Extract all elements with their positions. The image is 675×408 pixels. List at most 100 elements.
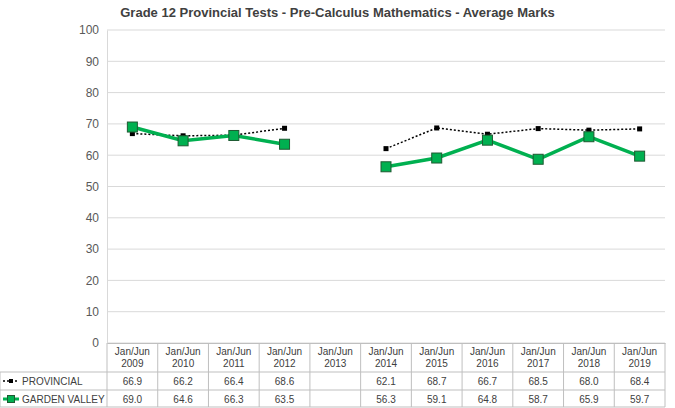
y-tick: 30 [86, 242, 107, 256]
grid-line [107, 92, 665, 93]
table-value: 64.8 [478, 394, 498, 405]
y-tick-label: 80 [86, 86, 100, 100]
x-tick: Jan/Jun2009 [115, 343, 150, 369]
grid-line [107, 280, 665, 281]
x-tick-label: Jan/Jun2018 [571, 346, 606, 369]
grid-line [107, 61, 665, 62]
table-value: 66.4 [224, 376, 244, 387]
table-value: 66.2 [173, 376, 193, 387]
table-line [512, 343, 513, 407]
table-line [462, 343, 463, 407]
plot-area [127, 122, 644, 172]
grid-line [107, 343, 665, 344]
x-tick: Jan/Jun2014 [368, 343, 403, 369]
y-tick-label: 10 [86, 305, 100, 319]
x-tick-label: Jan/Jun2012 [267, 346, 302, 369]
y-axis-line [107, 31, 108, 344]
y-tick-label: 50 [86, 180, 100, 194]
x-tick: Jan/Jun2017 [521, 343, 556, 369]
table-line [360, 343, 361, 407]
marker [533, 154, 543, 164]
table-value: 65.9 [579, 394, 599, 405]
x-tick: Jan/Jun2019 [622, 343, 657, 369]
legend-marker [9, 379, 13, 383]
grid-line [107, 123, 665, 124]
legend-item: PROVINCIAL [3, 376, 83, 387]
table-value: 69.0 [123, 394, 143, 405]
table-value: 68.4 [630, 376, 650, 387]
table-value: 59.7 [630, 394, 650, 405]
table-value: 64.6 [173, 394, 193, 405]
series-line [132, 127, 639, 167]
grid-line [107, 311, 665, 312]
marker [127, 122, 137, 132]
x-tick-label: Jan/Jun2016 [470, 346, 505, 369]
y-tick-label: 60 [86, 149, 100, 163]
table-value: 59.1 [427, 394, 447, 405]
table-value: 62.1 [376, 376, 396, 387]
marker [536, 126, 541, 131]
marker [229, 130, 239, 140]
y-tick-label: 20 [86, 274, 100, 288]
table-line [259, 343, 260, 407]
table-value: 63.5 [275, 394, 295, 405]
y-tick: 80 [86, 86, 107, 100]
y-tick-label: 30 [86, 242, 100, 256]
table-line [0, 372, 665, 373]
x-tick: Jan/Jun2011 [216, 343, 251, 369]
x-tick: Jan/Jun2016 [470, 343, 505, 369]
table-line [157, 343, 158, 407]
x-tick-label: Jan/Jun2019 [622, 346, 657, 369]
legend-item: GARDEN VALLEY [3, 394, 105, 405]
table-value: 68.6 [275, 376, 295, 387]
table-line [614, 343, 615, 407]
y-tick-label: 70 [86, 117, 100, 131]
y-tick: 50 [86, 180, 107, 194]
x-axis: Jan/Jun2009 Jan/Jun2010 Jan/Jun2011 Jan/Jun… [108, 343, 666, 369]
x-tick-label: Jan/Jun2009 [115, 346, 150, 369]
marker [384, 146, 389, 151]
y-axis: 0102030405060708090100 [79, 23, 108, 350]
y-tick: 10 [86, 305, 107, 319]
table-value: 66.3 [224, 394, 244, 405]
table-value: 68.7 [427, 376, 447, 387]
y-tick-label: 0 [92, 336, 99, 350]
table-value: 68.0 [579, 376, 599, 387]
x-tick: Jan/Jun2018 [571, 343, 606, 369]
table-line [411, 343, 412, 407]
table-value: 68.5 [528, 376, 548, 387]
y-tick: 100 [79, 23, 107, 37]
marker [637, 126, 642, 131]
x-tick: Jan/Jun2012 [267, 343, 302, 369]
marker [432, 153, 442, 163]
y-tick: 0 [92, 336, 107, 350]
title: Grade 12 Provincial Tests - Pre-Calculus… [120, 5, 554, 20]
legend-marker [8, 396, 15, 403]
table-line [563, 343, 564, 407]
table-line [0, 390, 665, 391]
legend-label: GARDEN VALLEY [22, 394, 105, 405]
grid [107, 30, 665, 343]
marker [381, 162, 391, 172]
x-tick-label: Jan/Jun2017 [521, 346, 556, 369]
marker [280, 139, 290, 149]
x-tick: Jan/Jun2013 [318, 343, 353, 369]
y-tick: 40 [86, 211, 107, 225]
table-value: 66.7 [478, 376, 498, 387]
x-tick-label: Jan/Jun2014 [368, 346, 403, 369]
table-line [208, 343, 209, 407]
grid-line [107, 30, 665, 31]
table-value: 56.3 [376, 394, 396, 405]
grid-line [107, 217, 665, 218]
table-value: 58.7 [528, 394, 548, 405]
x-tick: Jan/Jun2010 [166, 343, 201, 369]
marker [434, 125, 439, 130]
table-line [107, 343, 108, 407]
marker [178, 136, 188, 146]
y-tick: 60 [86, 149, 107, 163]
marker [482, 135, 492, 145]
grid-line [107, 186, 665, 187]
marker [635, 151, 645, 161]
x-tick: Jan/Jun2015 [419, 343, 454, 369]
grid-line [107, 249, 665, 250]
